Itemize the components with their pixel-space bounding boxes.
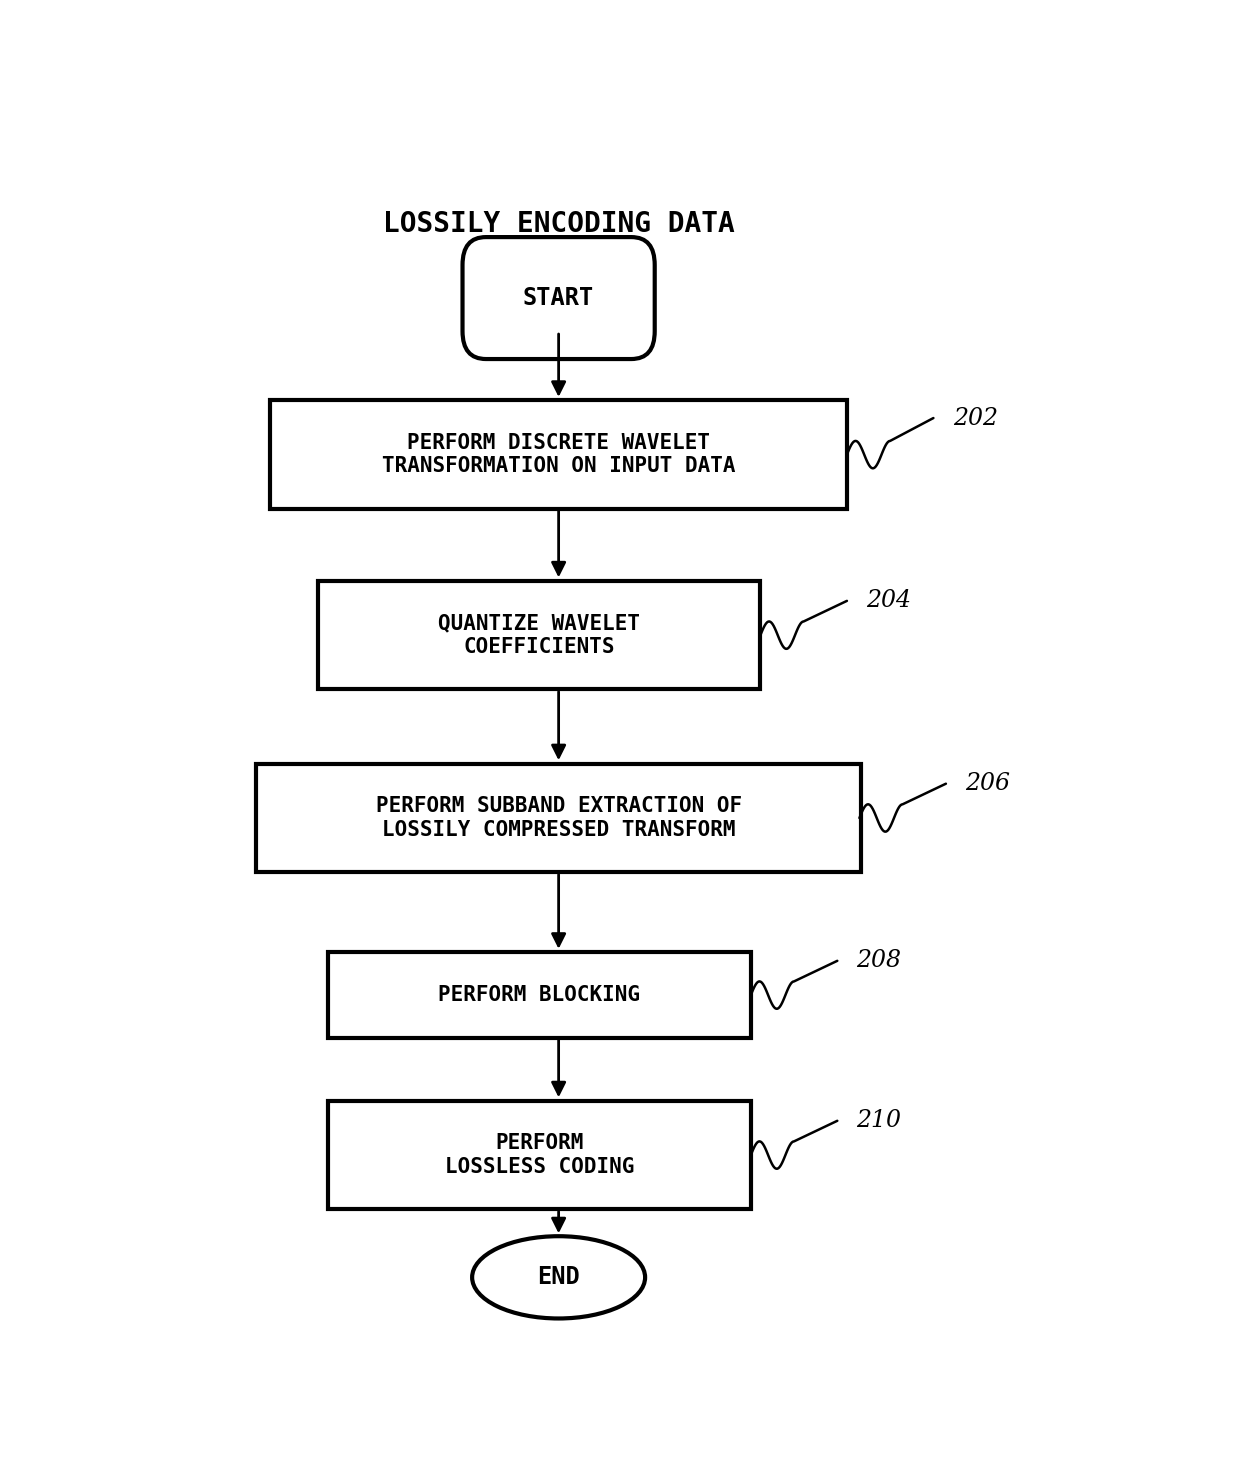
- Text: QUANTIZE WAVELET
COEFFICIENTS: QUANTIZE WAVELET COEFFICIENTS: [439, 613, 640, 657]
- FancyBboxPatch shape: [463, 237, 655, 359]
- Text: LOSSILY ENCODING DATA: LOSSILY ENCODING DATA: [383, 209, 734, 237]
- Bar: [327, 1101, 750, 1209]
- Bar: [255, 764, 862, 873]
- Text: PERFORM BLOCKING: PERFORM BLOCKING: [439, 985, 640, 1005]
- Text: 210: 210: [857, 1110, 901, 1132]
- Text: PERFORM DISCRETE WAVELET
TRANSFORMATION ON INPUT DATA: PERFORM DISCRETE WAVELET TRANSFORMATION …: [382, 433, 735, 476]
- Ellipse shape: [472, 1236, 645, 1318]
- Text: 208: 208: [857, 950, 901, 972]
- Text: 206: 206: [965, 772, 1011, 795]
- Text: START: START: [523, 286, 594, 310]
- Text: 204: 204: [866, 589, 911, 613]
- Text: PERFORM SUBBAND EXTRACTION OF
LOSSILY COMPRESSED TRANSFORM: PERFORM SUBBAND EXTRACTION OF LOSSILY CO…: [376, 797, 742, 840]
- Text: 202: 202: [952, 407, 998, 429]
- Bar: [319, 580, 760, 690]
- Text: PERFORM
LOSSLESS CODING: PERFORM LOSSLESS CODING: [445, 1134, 634, 1177]
- Text: END: END: [537, 1266, 580, 1290]
- Bar: [327, 953, 750, 1037]
- Bar: [270, 401, 847, 509]
